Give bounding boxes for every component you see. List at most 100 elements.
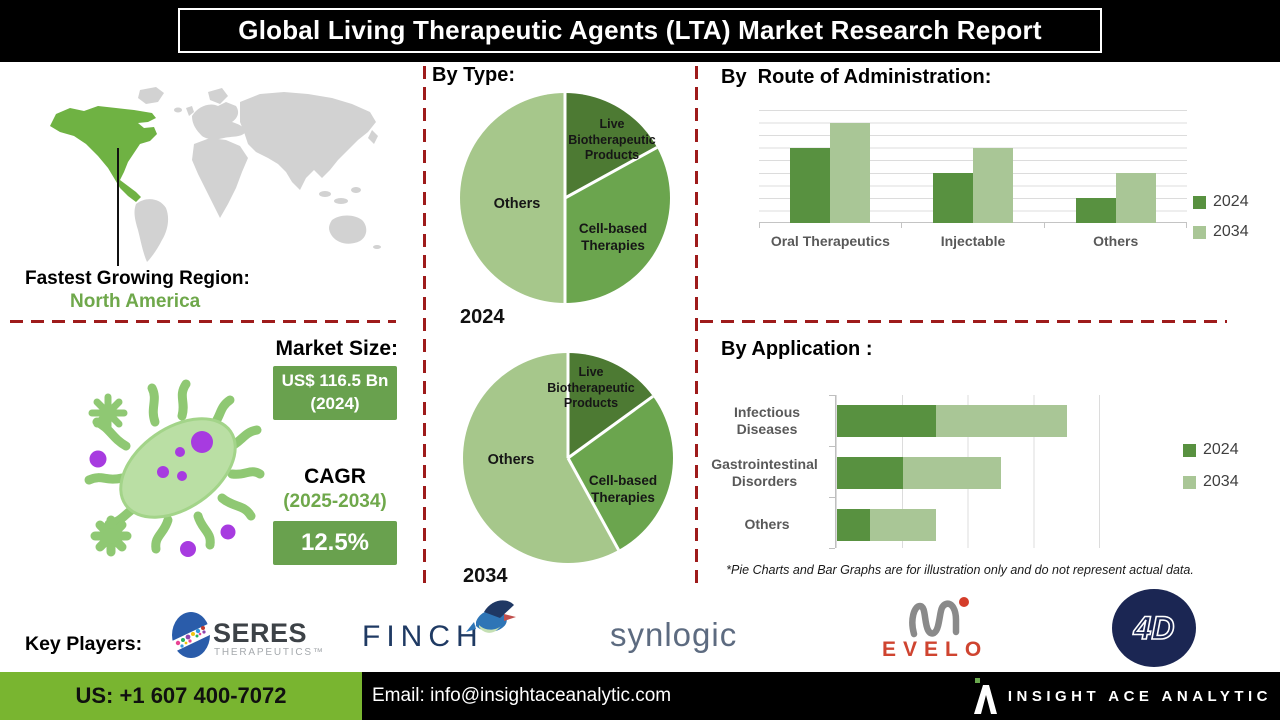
pie-year-2024: 2024	[460, 306, 505, 328]
segment-2024-gastrointestinal-disorders	[837, 456, 903, 489]
footer-phone-box: US: +1 607 400-7072	[0, 672, 362, 720]
key-players-label: Key Players:	[25, 633, 143, 655]
segment-2034-infectious-diseases	[935, 405, 1068, 437]
pie-chart-by-type-2034: Live Biotherapeutic Products Others Cell…	[463, 353, 673, 563]
map-south-america	[134, 199, 169, 262]
world-map-graphic	[50, 87, 381, 262]
map-north-america-highlight	[50, 106, 157, 202]
cagr-label: CAGR	[304, 465, 366, 488]
market-size-label: Market Size:	[275, 337, 398, 360]
divider-horizontal-right	[700, 320, 1227, 323]
bar-2024-others	[1075, 197, 1116, 223]
bar-2034-others	[1115, 172, 1156, 223]
finch-bird-icon	[466, 596, 518, 643]
route-bar-group-others	[1044, 110, 1187, 223]
market-size-value: US$ 116.5 Bn	[281, 371, 389, 391]
world-map	[40, 78, 420, 268]
app-bar-gastrointestinal-disorders	[837, 456, 1002, 489]
legend-label-app-2024: 2024	[1203, 441, 1239, 458]
insight-ace-a-icon	[973, 678, 997, 714]
route-chart-legend: 2024 2034	[1193, 193, 1249, 253]
microbe-asterisk-top	[88, 393, 128, 433]
route-chart-category-labels: Oral Therapeutics Injectable Others	[759, 233, 1187, 249]
legend-swatch-app-2024	[1183, 443, 1196, 457]
pie-year-2034: 2034	[463, 565, 508, 587]
pie-slice-separator	[566, 353, 570, 458]
legend-label-app-2034: 2034	[1203, 473, 1239, 490]
map-pointer-line	[117, 148, 119, 266]
pie-slice-label-others-2034: Others	[487, 452, 535, 468]
route-bar-group-oral-therapeutics	[759, 110, 902, 223]
bacteria-spots	[157, 431, 213, 481]
pie-slice-label-others-2024: Others	[493, 196, 541, 212]
4d-logo-text: 4D	[1133, 610, 1175, 646]
logo-4d: 4D	[1112, 589, 1196, 667]
application-chart-legend: 2024 2034	[1183, 441, 1239, 503]
by-type-heading: By Type:	[432, 64, 515, 86]
route-category-injectable: Injectable	[940, 233, 1006, 249]
by-route-heading: By Route of Administration:	[721, 66, 992, 88]
synlogic-logo-text: synlogic	[610, 616, 738, 653]
map-asia	[240, 92, 376, 190]
purple-dots	[89, 450, 236, 557]
finch-logo-text: FINCH	[362, 620, 484, 653]
map-australia	[329, 215, 367, 244]
bacteria-illustration	[60, 370, 265, 575]
microbe-splat-bottom	[90, 515, 132, 557]
cagr-value-box: 12.5%	[273, 521, 397, 565]
application-chart-plot	[835, 395, 1130, 548]
bar-2024-oral-therapeutics	[790, 147, 831, 223]
pie-slice-label-cell-based-2024: Cell-based Therapies	[578, 221, 648, 253]
route-bar-group-injectable	[902, 110, 1045, 223]
route-chart-bars	[759, 110, 1187, 223]
pie-slice-separator	[563, 93, 567, 198]
pie-chart-by-type-2024: Live Biotherapeutic Products Others Cell…	[460, 93, 670, 303]
bar-2034-injectable	[973, 147, 1013, 223]
legend-swatch-app-2034	[1183, 475, 1196, 489]
app-bar-infectious-diseases	[837, 405, 1068, 437]
footer-bar: US: +1 607 400-7072 Email: info@insighta…	[0, 672, 1280, 720]
insight-ace-analytic-logo: INSIGHT ACE ANALYTIC	[972, 672, 1272, 720]
seres-logo-subtext: THERAPEUTICS™	[214, 647, 325, 658]
divider-horizontal-left	[10, 320, 396, 323]
pie-slice-label-live-biotherapeutic-2024: Live Biotherapeutic Products	[568, 117, 656, 163]
logo-evelo: EVELO	[882, 594, 981, 661]
fastest-growing-region-label: Fastest Growing Region:	[25, 268, 250, 289]
segment-2034-gastrointestinal-disorders	[902, 456, 1002, 489]
segment-2024-others	[837, 508, 870, 541]
app-category-others: Others	[744, 516, 790, 532]
app-bar-others	[837, 508, 936, 541]
cagr-value: 12.5%	[300, 529, 370, 556]
seres-logo-text: SERES	[213, 618, 308, 648]
legend-swatch-2034	[1193, 225, 1206, 239]
bar-2034-oral-therapeutics	[830, 122, 871, 223]
email-address: Email: info@insightaceanalytic.com	[372, 685, 672, 706]
map-greenland	[138, 87, 164, 104]
market-size-value-box: US$ 116.5 Bn (2024)	[273, 366, 397, 420]
insight-ace-analytic-text: INSIGHT ACE ANALYTIC	[1007, 687, 1272, 705]
map-europe	[192, 102, 246, 140]
fastest-growing-region-value: North America	[70, 291, 201, 312]
legend-label-2024: 2024	[1213, 193, 1249, 210]
phone-number: US: +1 607 400-7072	[75, 683, 287, 708]
route-category-oral-therapeutics: Oral Therapeutics	[770, 233, 890, 249]
seres-logo-icon	[170, 612, 212, 658]
legend-label-2034: 2034	[1213, 223, 1249, 240]
pie-slice-label-cell-based-2034: Cell-based Therapies	[588, 473, 658, 505]
app-category-infectious-diseases: Infectious Diseases	[733, 404, 801, 437]
segment-2024-infectious-diseases	[837, 405, 936, 437]
market-size-year: (2024)	[310, 394, 360, 413]
evelo-squiggle-icon	[909, 597, 969, 638]
bar-2024-injectable	[933, 172, 973, 223]
divider-vertical-left	[423, 66, 426, 588]
page-title: Global Living Therapeutic Agents (LTA) M…	[238, 15, 1042, 45]
pie-slice-label-live-biotherapeutic-2034: Live Biotherapeutic Products	[547, 365, 635, 411]
cagr-period: (2025-2034)	[283, 491, 387, 512]
by-application-heading: By Application :	[721, 338, 873, 360]
map-africa	[192, 138, 248, 218]
app-category-gastrointestinal-disorders: Gastrointestinal Disorders	[711, 456, 818, 489]
evelo-logo-text: EVELO	[882, 638, 989, 661]
title-frame: Global Living Therapeutic Agents (LTA) M…	[178, 8, 1102, 53]
illustration-disclaimer: *Pie Charts and Bar Graphs are for illus…	[726, 563, 1194, 577]
